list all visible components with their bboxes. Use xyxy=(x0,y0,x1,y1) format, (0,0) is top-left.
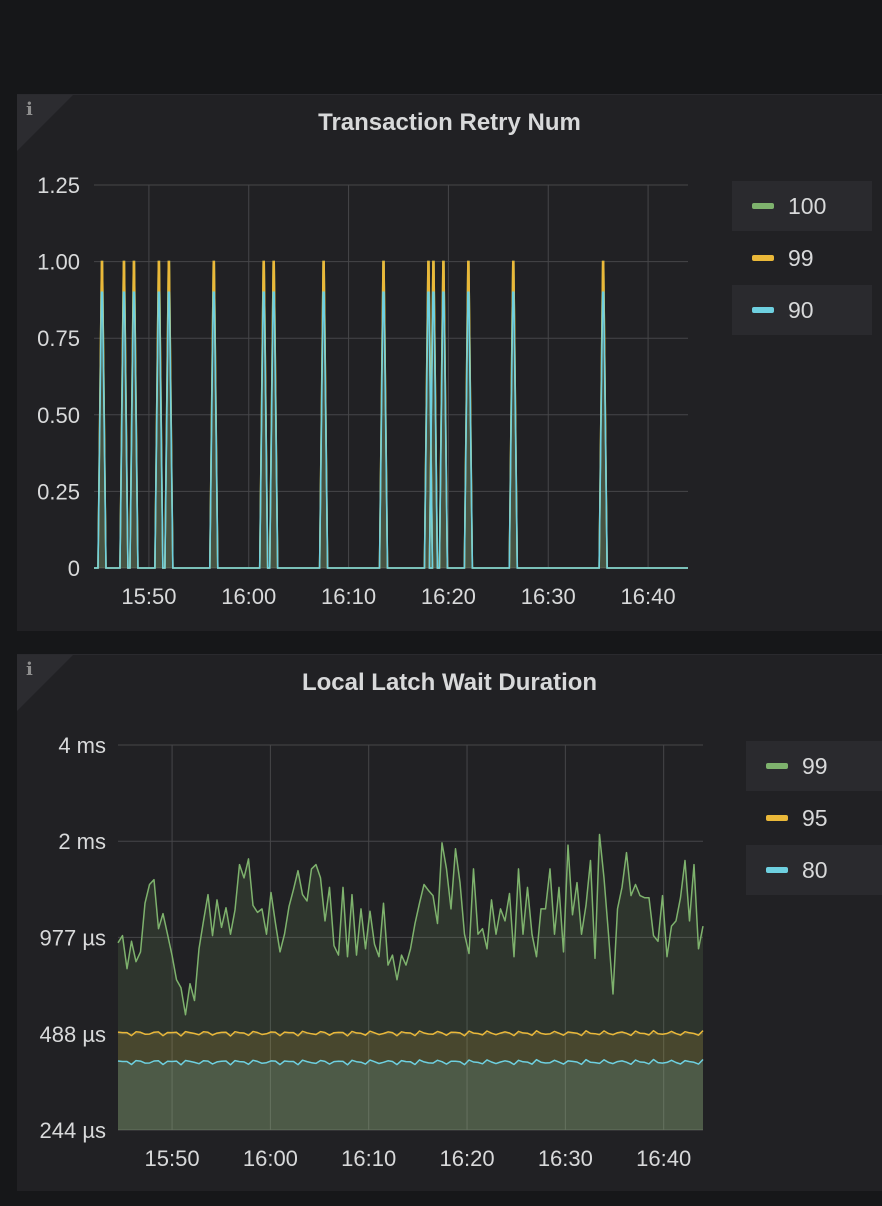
legend-item-90[interactable]: 90 xyxy=(732,285,872,335)
info-icon[interactable]: i xyxy=(26,99,33,120)
panel-title[interactable]: Transaction Retry Num xyxy=(318,109,581,136)
panel-info-corner[interactable] xyxy=(17,655,73,711)
legend-label: 99 xyxy=(802,752,828,779)
legend-label: 100 xyxy=(788,192,827,219)
legend-item-80[interactable]: 80 xyxy=(746,845,882,895)
series-line-80 xyxy=(117,1058,704,1066)
panel-title[interactable]: Local Latch Wait Duration xyxy=(301,669,598,696)
legend: 99 95 80 xyxy=(746,741,882,897)
legend-item-100[interactable]: 100 xyxy=(732,181,872,231)
x-tick-label: 16:40 xyxy=(621,584,676,609)
local-latch-wait-duration-panel: i Local Latch Wait Duration 244 µs 488 µs… xyxy=(17,654,882,1191)
y-tick-label: 1.25 xyxy=(37,173,80,198)
transaction-retry-num-chart: 0 0.25 0.50 0.75 1.00 1.25 15:50 16:00 16:10 16:2… xyxy=(37,173,688,609)
legend-label: 99 xyxy=(788,244,814,271)
series-area-80 xyxy=(118,1059,703,1130)
y-tick-label: 0.25 xyxy=(37,479,80,504)
dashboard-top-bar xyxy=(0,0,882,94)
series-color-swatch xyxy=(752,255,774,261)
series-line-99 xyxy=(117,833,704,1016)
legend-label: 90 xyxy=(788,296,814,323)
y-tick-label: 0 xyxy=(68,556,80,581)
series-area-99 xyxy=(118,834,703,1130)
series-line-90 xyxy=(94,291,688,569)
x-tick-label: 16:10 xyxy=(341,1146,396,1171)
x-tick-label: 16:30 xyxy=(538,1146,593,1171)
x-tick-label: 15:50 xyxy=(145,1146,200,1171)
series-area-99 xyxy=(94,261,688,568)
legend-label: 95 xyxy=(802,804,828,831)
legend: 100 99 90 xyxy=(732,181,872,337)
series-color-swatch xyxy=(766,815,788,821)
info-icon[interactable]: i xyxy=(26,659,33,680)
local-latch-wait-duration-chart: 244 µs 488 µs 977 µs 2 ms 4 ms 15:50 16:00 16:1… xyxy=(40,733,704,1171)
y-tick-label: 977 µs xyxy=(40,925,107,950)
legend-item-99[interactable]: 99 xyxy=(732,233,872,283)
series-color-swatch xyxy=(766,867,788,873)
x-tick-label: 16:40 xyxy=(636,1146,691,1171)
legend-item-99[interactable]: 99 xyxy=(746,741,882,791)
legend-item-95[interactable]: 95 xyxy=(746,793,882,843)
y-tick-label: 2 ms xyxy=(58,829,106,854)
transaction-retry-num-panel: i Transaction Retry Num 0 0.25 0.50 0.75 1.0… xyxy=(17,94,882,631)
x-tick-label: 16:00 xyxy=(221,584,276,609)
panel-info-corner[interactable] xyxy=(17,95,73,151)
x-tick-label: 16:30 xyxy=(521,584,576,609)
series-color-swatch xyxy=(752,203,774,209)
y-tick-label: 244 µs xyxy=(40,1118,107,1143)
series-color-swatch xyxy=(752,307,774,313)
series-color-swatch xyxy=(766,763,788,769)
x-tick-label: 15:50 xyxy=(121,584,176,609)
legend-label: 80 xyxy=(802,856,828,883)
x-tick-label: 16:20 xyxy=(421,584,476,609)
x-tick-label: 16:20 xyxy=(440,1146,495,1171)
y-tick-label: 488 µs xyxy=(40,1022,107,1047)
series-area-90 xyxy=(94,292,688,568)
series-area-95 xyxy=(118,1030,703,1130)
series-line-95 xyxy=(117,1029,704,1037)
y-tick-label: 4 ms xyxy=(58,733,106,758)
x-tick-label: 16:00 xyxy=(243,1146,298,1171)
y-tick-label: 0.50 xyxy=(37,403,80,428)
series-area-100 xyxy=(94,261,688,568)
y-tick-label: 1.00 xyxy=(37,250,80,275)
y-tick-label: 0.75 xyxy=(37,326,80,351)
x-tick-label: 16:10 xyxy=(321,584,376,609)
